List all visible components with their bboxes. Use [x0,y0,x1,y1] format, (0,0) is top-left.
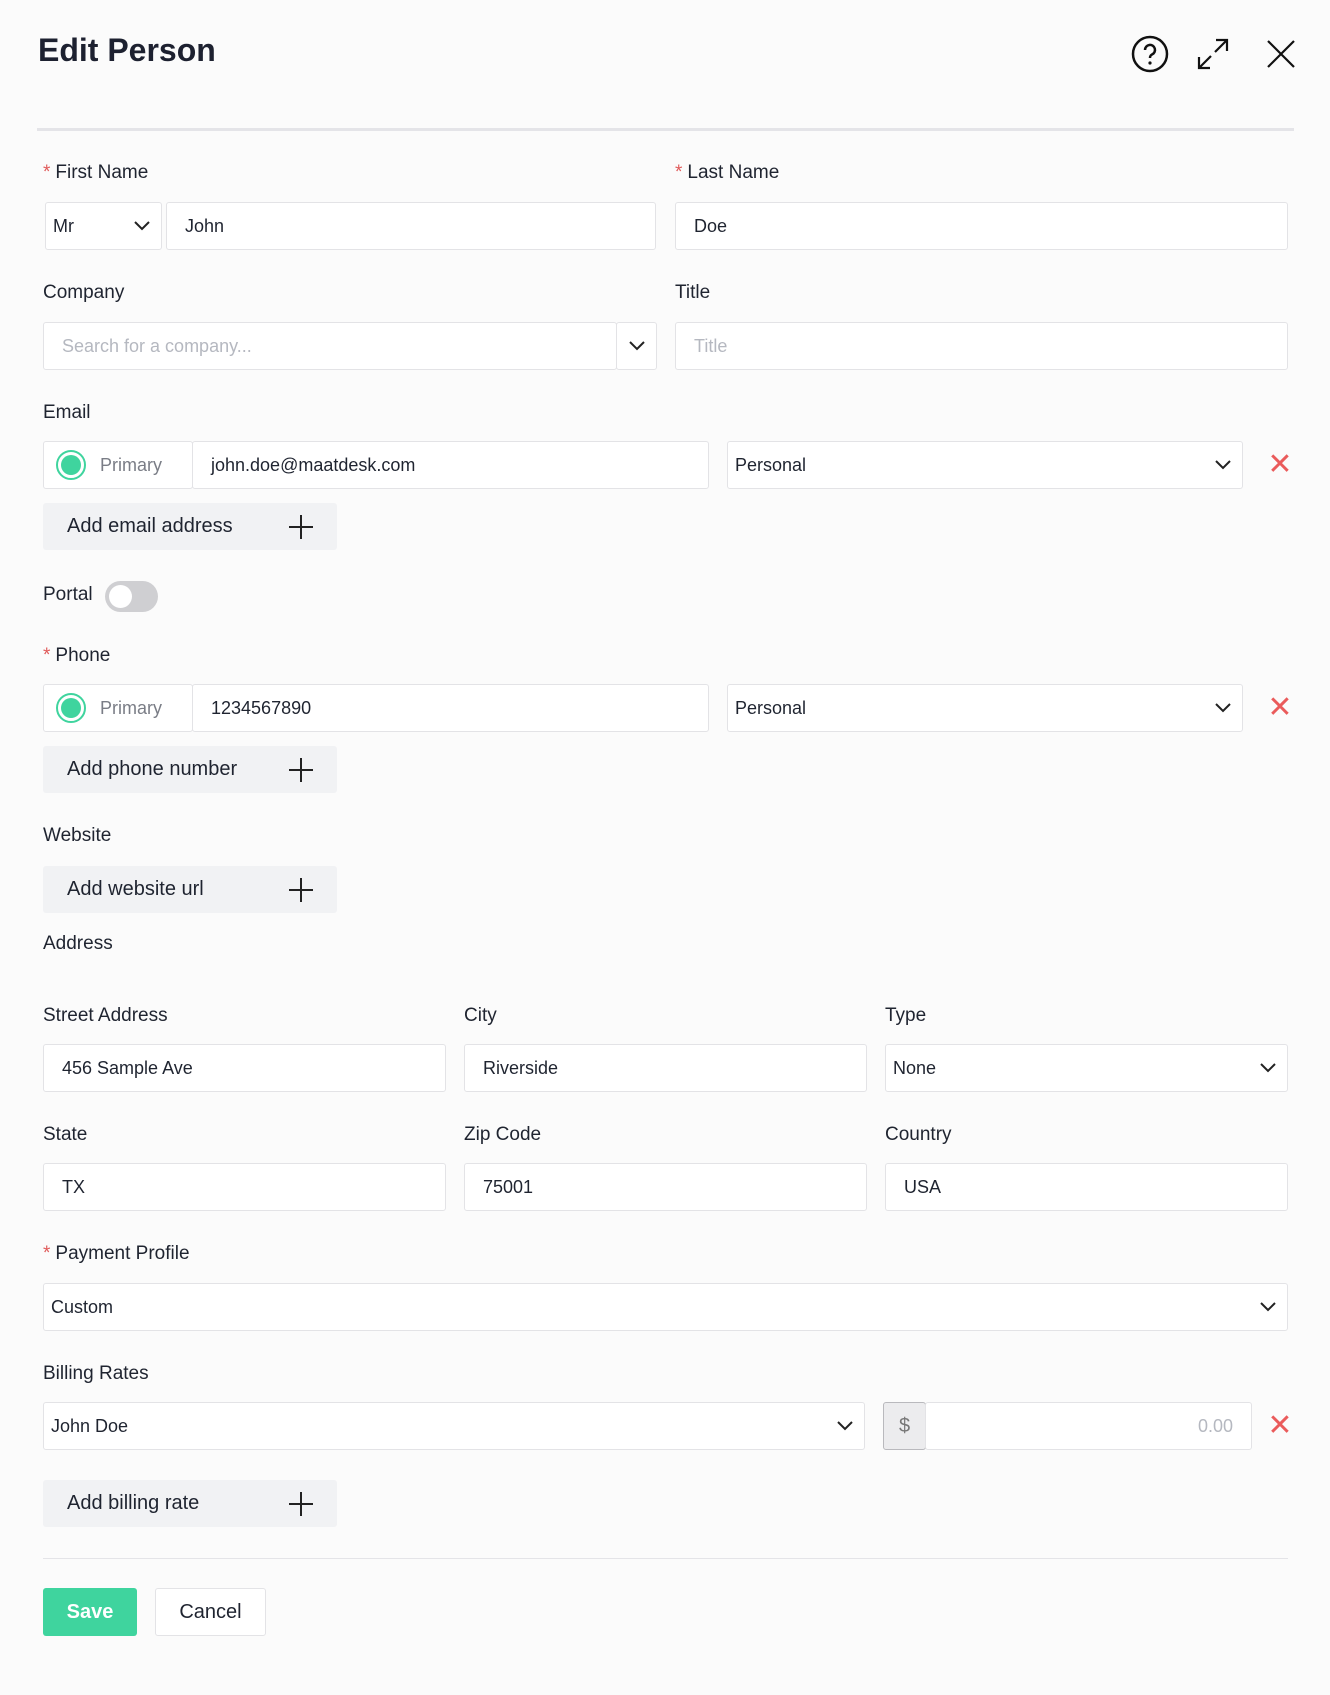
payment-profile-select[interactable]: Custom [43,1283,1288,1331]
remove-phone-icon[interactable]: ✕ [1267,691,1293,724]
radio-selected-icon [56,693,86,723]
plus-icon [289,1491,313,1516]
state-label: State [43,1124,88,1145]
company-label: Company [43,282,125,303]
salutation-select[interactable]: Mr [45,202,162,250]
salutation-value: Mr [53,215,74,236]
expand-icon[interactable] [1193,34,1233,74]
save-button[interactable]: Save [43,1588,137,1636]
header-divider [37,128,1294,131]
currency-addon: $ [883,1402,926,1450]
billing-rate-amount-input[interactable]: 0.00 [925,1402,1252,1450]
first-name-label: * First Name [43,162,149,183]
last-name-label: * Last Name [675,162,780,183]
email-primary-radio[interactable]: Primary [43,441,193,489]
zip-label: Zip Code [464,1124,542,1145]
city-label: City [464,1005,497,1026]
chevron-down-icon [131,215,153,237]
radio-selected-icon [56,450,86,480]
address-type-select[interactable]: None [885,1044,1288,1092]
title-input[interactable]: Title [675,322,1288,370]
phone-label: * Phone [43,645,111,666]
billing-rates-label: Billing Rates [43,1363,149,1384]
chevron-down-icon [1212,454,1234,476]
chevron-down-icon [1257,1057,1279,1079]
add-email-button[interactable]: Add email address [43,503,337,550]
close-icon[interactable] [1261,34,1301,74]
footer-divider [43,1558,1288,1559]
company-search-input[interactable]: Search for a company... [43,322,617,370]
chevron-down-icon [1257,1296,1279,1318]
chevron-down-icon [626,335,648,357]
plus-icon [289,757,313,782]
title-label: Title [675,282,711,303]
website-label: Website [43,825,112,846]
add-phone-button[interactable]: Add phone number [43,746,337,793]
country-input[interactable]: USA [885,1163,1288,1211]
add-website-button[interactable]: Add website url [43,866,337,913]
remove-billing-rate-icon[interactable]: ✕ [1267,1409,1293,1442]
city-input[interactable]: Riverside [464,1044,867,1092]
zip-input[interactable]: 75001 [464,1163,867,1211]
help-circle-icon[interactable] [1130,34,1170,74]
phone-primary-radio[interactable]: Primary [43,684,193,732]
first-name-input[interactable]: John [166,202,656,250]
type-label: Type [885,1005,927,1026]
cancel-button[interactable]: Cancel [155,1588,266,1636]
phone-input[interactable]: 1234567890 [192,684,709,732]
payment-profile-label: * Payment Profile [43,1243,190,1264]
plus-icon [289,514,313,539]
page-title: Edit Person [38,32,216,68]
company-dropdown-button[interactable] [616,322,657,370]
chevron-down-icon [834,1415,856,1437]
add-billing-rate-button[interactable]: Add billing rate [43,1480,337,1527]
portal-label: Portal [43,584,93,605]
portal-toggle[interactable] [105,581,158,612]
email-input[interactable]: john.doe@maatdesk.com [192,441,709,489]
address-label: Address [43,933,113,954]
billing-person-select[interactable]: John Doe [43,1402,865,1450]
plus-icon [289,877,313,902]
last-name-input[interactable]: Doe [675,202,1288,250]
email-type-select[interactable]: Personal [727,441,1243,489]
remove-email-icon[interactable]: ✕ [1267,448,1293,481]
phone-type-select[interactable]: Personal [727,684,1243,732]
state-input[interactable]: TX [43,1163,446,1211]
street-label: Street Address [43,1005,168,1026]
street-input[interactable]: 456 Sample Ave [43,1044,446,1092]
country-label: Country [885,1124,952,1145]
chevron-down-icon [1212,697,1234,719]
email-label: Email [43,402,91,423]
